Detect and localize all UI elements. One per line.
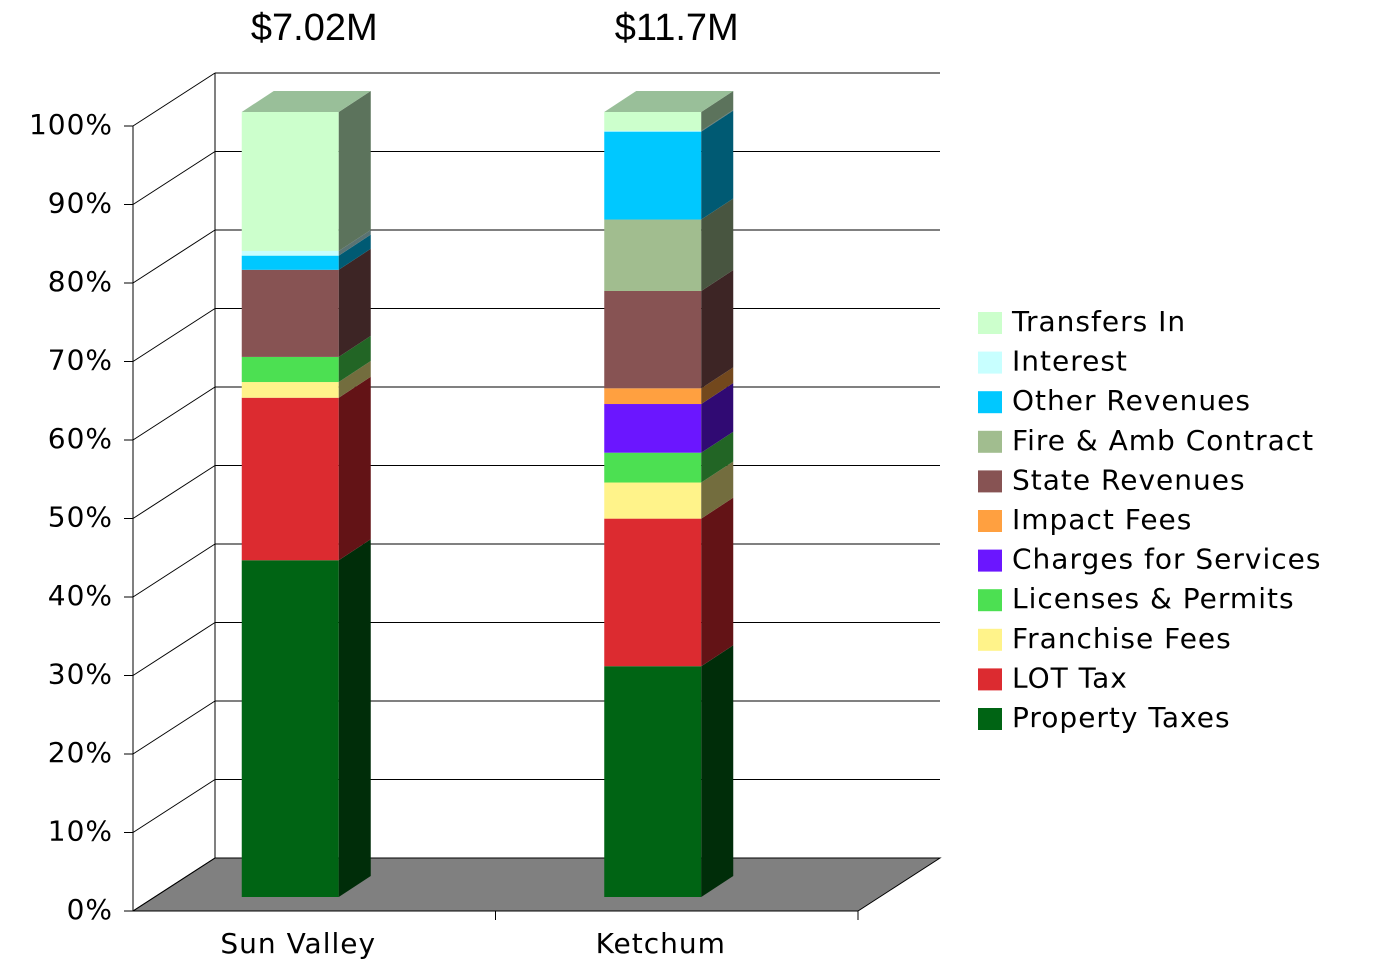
bar-top (241, 91, 371, 112)
grid-line-side (132, 622, 216, 676)
legend-swatch (978, 351, 1002, 374)
grid-line-side (132, 465, 216, 519)
bar-segment (604, 130, 702, 132)
legend-label: Licenses & Permits (1012, 582, 1295, 615)
bar-side (701, 91, 734, 131)
legend-swatch (978, 430, 1002, 453)
bar-side (701, 461, 734, 519)
y-tick-label: 40% (48, 579, 113, 612)
y-tick-label: 10% (48, 815, 113, 848)
bar-side (338, 335, 371, 383)
legend-swatch (978, 708, 1002, 730)
y-tick-label: 50% (48, 501, 113, 534)
legend-label: Fire & Amb Contract (1012, 424, 1314, 457)
legend-swatch (978, 549, 1002, 572)
legend-swatch (978, 510, 1002, 532)
bar-side (338, 248, 371, 357)
bar-side (338, 361, 371, 398)
bar-side (701, 431, 734, 483)
legend-label: Franchise Fees (1012, 622, 1232, 655)
bar-side (701, 109, 734, 132)
bar-segment (604, 290, 702, 389)
legend-swatch (978, 589, 1002, 612)
legend-swatch (978, 391, 1002, 414)
bar-segment (241, 356, 339, 383)
grid-line-side (132, 151, 216, 205)
x-tick-label: Sun Valley (220, 927, 376, 960)
y-tick-label: 80% (48, 265, 113, 298)
legend-label: Impact Fees (1012, 503, 1192, 536)
bar-side (701, 645, 734, 897)
bar-side (338, 539, 371, 897)
grid-line-side (132, 308, 216, 362)
x-tick-label: Ketchum (596, 927, 726, 960)
bar-side (701, 367, 734, 405)
grid-line-side (132, 229, 216, 284)
grid-line-side (132, 386, 216, 441)
bar-segment (604, 518, 702, 667)
bar-side (338, 91, 371, 251)
bar-segment (241, 112, 339, 251)
bar-segment (241, 397, 339, 561)
bar-segment (241, 255, 339, 270)
bar-segment (241, 560, 339, 897)
legend-label: Other Revenues (1012, 384, 1251, 417)
grid-line-side (132, 779, 216, 833)
bar-side (338, 376, 371, 561)
bar-side (701, 198, 734, 291)
y-tick-label: 60% (48, 422, 113, 455)
total-label: $7.02M (251, 7, 378, 49)
legend-label: LOT Tax (1012, 661, 1128, 694)
bar-segment (604, 388, 702, 405)
y-tick-label: 70% (48, 344, 113, 377)
bar-side (338, 229, 371, 256)
bar-segment (604, 666, 702, 897)
bar-segment (604, 452, 702, 483)
bar-side (701, 110, 734, 220)
bar-side (701, 383, 734, 453)
legend-swatch (978, 312, 1002, 334)
legend-label: Interest (1012, 345, 1128, 378)
legend-swatch (978, 470, 1002, 493)
bar-top (604, 91, 734, 112)
total-label: $11.7M (615, 7, 739, 49)
grid-line-side (132, 857, 216, 912)
bar-segment (604, 219, 702, 291)
legend-swatch (978, 668, 1002, 691)
bar-side (338, 234, 371, 270)
bar-segment (604, 112, 702, 131)
grid-line-side (132, 72, 216, 127)
bar-side (701, 497, 734, 667)
bar-segment (241, 382, 339, 398)
y-tick-label: 90% (48, 187, 113, 220)
bar-segment (604, 404, 702, 453)
y-tick-label: 100% (29, 108, 113, 141)
legend-label: Charges for Services (1012, 543, 1321, 576)
legend-label: Transfers In (1011, 305, 1186, 338)
legend-label: State Revenues (1012, 463, 1246, 496)
bar-side (701, 269, 734, 389)
grid-line-side (132, 700, 216, 755)
grid-line-side (132, 543, 216, 598)
bar-segment (604, 482, 702, 519)
legend-swatch (978, 628, 1002, 651)
bar-segment (241, 250, 339, 256)
bar-segment (604, 131, 702, 220)
bar-segment (241, 269, 339, 357)
y-tick-label: 20% (48, 736, 113, 769)
y-tick-label: 30% (48, 658, 113, 691)
legend-label: Property Taxes (1012, 701, 1231, 734)
y-tick-label: 0% (67, 893, 113, 926)
